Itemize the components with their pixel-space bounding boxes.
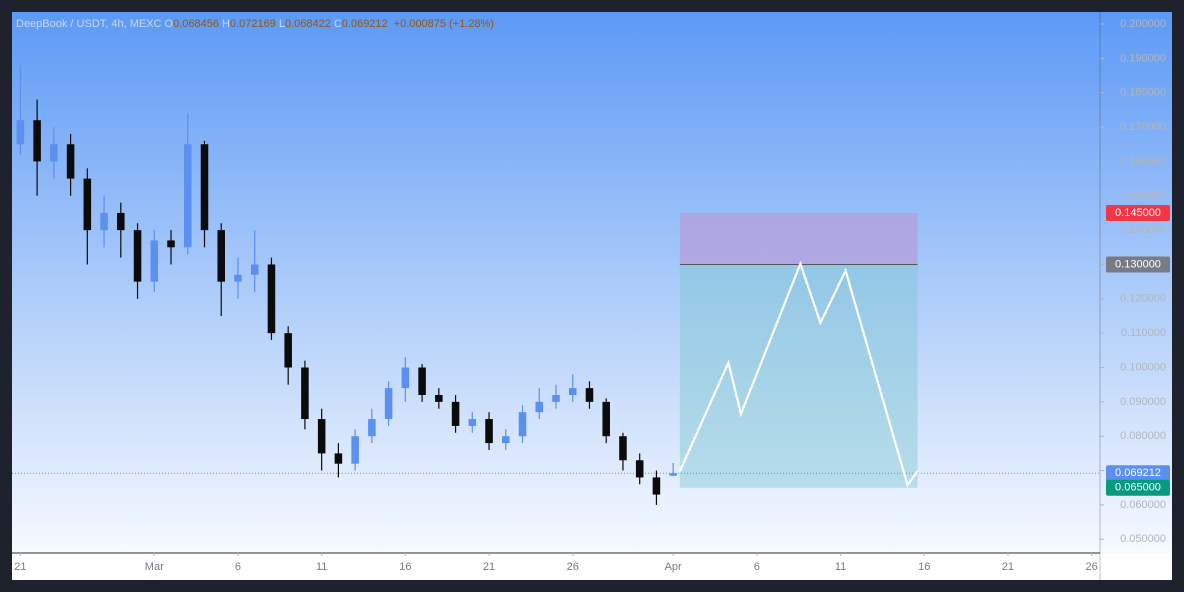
candle-body [117,212,125,231]
ohlc-key: H [222,18,230,30]
x-tick-label: 16 [399,561,411,573]
price-label: 0.145000 [1115,207,1161,219]
y-tick-label: 0.140000 [1120,224,1166,236]
change: +0.000875 (+1.28%) [394,18,494,30]
candle-body [334,453,343,464]
candle-body [217,230,225,282]
candle-body [234,274,242,282]
x-tick-label: 21 [483,561,495,573]
y-tick-label: 0.110000 [1121,327,1166,339]
time-axis-background [12,553,1172,580]
x-tick-label: Apr [665,561,682,573]
candle-body [50,144,58,162]
price-label-box [1106,479,1170,496]
candle-body [652,477,661,495]
candle-body [585,388,594,402]
candle-body [468,419,477,426]
ohlc-value: 0.068422 [285,18,331,30]
candle-body [435,394,443,402]
ohlc-key: L [279,18,285,30]
x-tick-label: 21 [1002,561,1014,573]
ohlc-value: 0.069212 [342,18,388,30]
candle-body [133,230,142,282]
position-target-zone [679,212,918,265]
y-tick-label: 0.080000 [1120,430,1166,442]
y-tick-label: 0.190000 [1120,52,1166,64]
price-label-box [1106,256,1170,273]
header: DeepBook / USDT, 4h, MEXC O 0.068456 H 0.072… [16,18,494,30]
candle-body [535,401,544,413]
price-label: 0.130000 [1115,258,1161,270]
candle-body [83,178,92,231]
candle-body [485,419,493,444]
candle-body [418,367,426,395]
y-tick-label: 0.160000 [1120,155,1166,167]
position-zone [679,264,918,488]
y-tick-label: 0.200000 [1120,18,1166,30]
y-tick-label: 0.170000 [1120,121,1166,133]
candle-body [518,412,527,437]
candle-body [167,240,175,248]
x-tick-label: 26 [1086,561,1098,573]
candle-body [183,144,192,248]
candle-body [200,144,209,231]
y-tick-label: 0.060000 [1120,499,1166,511]
candle-body [284,333,292,368]
x-tick-label: 6 [754,561,760,573]
candle-body [502,436,510,444]
ohlc-value: 0.068456 [173,18,219,30]
candle-body [33,120,41,162]
x-tick-label: 16 [918,561,930,573]
projection-path [678,260,919,488]
candle-body [635,460,644,478]
chart-title: DeepBook / USDT, 4h, MEXC [16,18,162,30]
x-tick-label: Mar [145,561,164,573]
candle-body [568,388,577,395]
ohlc-key: O [165,18,174,30]
candle-body [150,240,159,282]
candle-body [619,436,627,461]
price-label-box [1106,204,1170,221]
y-tick-label: 0.120000 [1120,293,1166,305]
price-label: 0.065000 [1115,482,1161,494]
y-tick-label: 0.150000 [1120,190,1166,202]
price-label: 0.069212 [1115,467,1161,479]
x-tick-label: 11 [835,561,846,573]
y-tick-label: 0.090000 [1120,396,1166,408]
x-tick-label: 21 [14,561,26,573]
price-label-box [1106,465,1170,482]
x-tick-label: 11 [316,561,327,573]
candle-body [368,419,376,437]
candle-body [602,401,610,437]
x-tick-label: 26 [567,561,579,573]
plot-background [12,12,1172,580]
candle-body [552,394,560,402]
y-tick-label: 0.050000 [1120,533,1166,545]
y-tick-label: 0.100000 [1120,361,1166,373]
candle-body [401,367,410,389]
candle-body [267,264,276,334]
candle-body [384,388,393,420]
candle-body [451,401,460,426]
candle-body [351,436,359,464]
candle-body [100,212,108,231]
y-tick-label: 0.180000 [1120,87,1166,99]
candle-body [301,367,309,420]
candle-body [16,120,25,145]
ohlc-value: 0.072169 [230,18,276,30]
ohlc-key: C [334,18,342,30]
candle-body [669,473,677,476]
candle-body [317,419,326,454]
candle-body [66,144,75,179]
x-tick-label: 6 [235,561,241,573]
candle-body [250,264,259,275]
